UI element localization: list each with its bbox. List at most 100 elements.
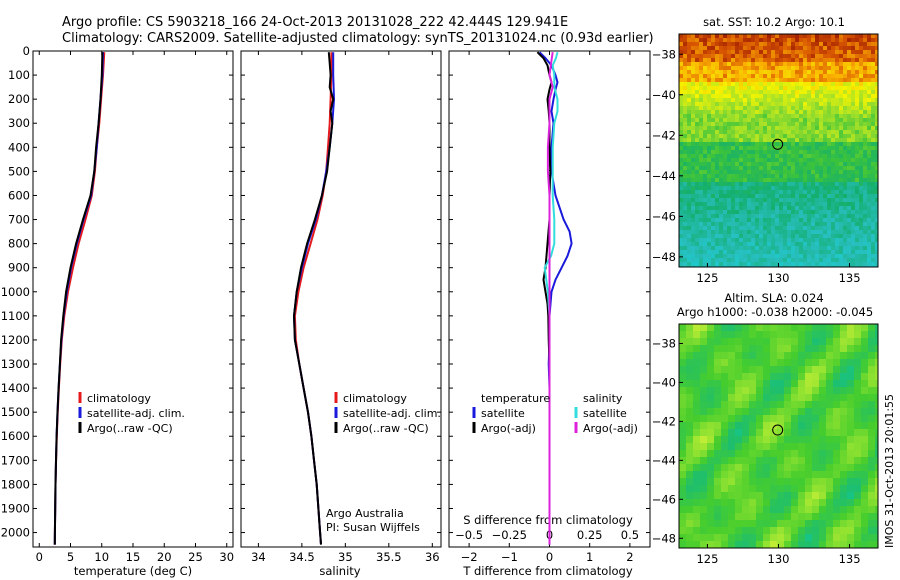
heatmap-cell xyxy=(847,90,852,95)
heatmap-cell xyxy=(711,178,716,183)
heatmap-cell xyxy=(779,206,784,211)
heatmap-cell xyxy=(807,82,812,87)
heatmap-cell xyxy=(687,106,692,111)
heatmap-cell xyxy=(751,106,756,111)
heatmap-cell xyxy=(742,422,750,430)
heatmap-cell xyxy=(693,408,701,416)
temperature-xlabel: temperature (deg C) xyxy=(74,564,192,578)
heatmap-cell xyxy=(715,110,720,115)
heatmap-cell xyxy=(775,150,780,155)
heatmap-cell xyxy=(775,178,780,183)
heatmap-cell xyxy=(775,154,780,159)
heatmap-cell xyxy=(847,178,852,183)
heatmap-cell xyxy=(803,214,808,219)
heatmap-cell xyxy=(863,138,868,143)
heatmap-cell xyxy=(833,415,841,423)
heatmap-cell xyxy=(871,258,876,263)
heatmap-cell xyxy=(803,138,808,143)
heatmap-cell xyxy=(731,182,736,187)
heatmap-cell xyxy=(719,90,724,95)
heatmap-cell xyxy=(861,373,869,381)
heatmap-cell xyxy=(747,50,752,55)
heatmap-cell xyxy=(727,134,732,139)
heatmap-cell xyxy=(686,359,694,367)
heatmap-cell xyxy=(871,94,876,99)
heatmap-cell xyxy=(756,499,764,507)
heatmap-cell xyxy=(799,226,804,231)
heatmap-cell xyxy=(731,174,736,179)
salinity-xtick-label: 34.5 xyxy=(289,550,315,564)
heatmap-cell xyxy=(739,114,744,119)
heatmap-cell xyxy=(795,42,800,47)
heatmap-cell xyxy=(679,142,684,147)
heatmap-cell xyxy=(728,436,736,444)
heatmap-cell xyxy=(687,254,692,259)
heatmap-cell xyxy=(699,54,704,59)
heatmap-cell xyxy=(755,218,760,223)
heatmap-cell xyxy=(739,102,744,107)
heatmap-cell xyxy=(727,246,732,251)
heatmap-cell xyxy=(755,74,760,79)
heatmap-cell xyxy=(728,380,736,388)
heatmap-cell xyxy=(711,190,716,195)
heatmap-cell xyxy=(861,436,869,444)
heatmap-cell xyxy=(863,202,868,207)
heatmap-cell xyxy=(791,50,796,55)
heatmap-cell xyxy=(855,78,860,83)
heatmap-cell xyxy=(803,178,808,183)
heatmap-cell xyxy=(835,126,840,131)
heatmap-cell xyxy=(735,130,740,135)
heatmap-cell xyxy=(755,62,760,67)
heatmap-cell xyxy=(835,110,840,115)
heatmap-cell xyxy=(749,485,757,493)
heatmap-cell xyxy=(791,54,796,59)
heatmap-cell xyxy=(855,206,860,211)
heatmap-cell xyxy=(693,338,701,346)
heatmap-cell xyxy=(727,34,732,39)
heatmap-cell xyxy=(700,541,708,548)
heatmap-cell xyxy=(714,429,722,437)
heatmap-cell xyxy=(843,218,848,223)
heatmap-cell xyxy=(783,102,788,107)
heatmap-cell xyxy=(803,158,808,163)
heatmap-cell xyxy=(827,106,832,111)
heatmap-cell xyxy=(691,74,696,79)
heatmap-cell xyxy=(799,238,804,243)
heatmap-cell xyxy=(840,345,848,353)
heatmap-cell xyxy=(826,338,834,346)
heatmap-cell xyxy=(739,50,744,55)
heatmap-cell xyxy=(807,226,812,231)
heatmap-cell xyxy=(723,174,728,179)
heatmap-cell xyxy=(715,46,720,51)
heatmap-cell xyxy=(875,258,878,263)
heatmap-cell xyxy=(731,54,736,59)
heatmap-cell xyxy=(735,534,743,542)
heatmap-cell xyxy=(699,98,704,103)
heatmap-cell xyxy=(819,242,824,247)
heatmap-cell xyxy=(819,82,824,87)
heatmap-cell xyxy=(783,78,788,83)
heatmap-cell xyxy=(707,174,712,179)
heatmap-cell xyxy=(700,345,708,353)
heatmap-cell xyxy=(771,194,776,199)
heatmap-cell xyxy=(723,126,728,131)
heatmap-cell xyxy=(812,478,820,486)
heatmap-cell xyxy=(831,138,836,143)
heatmap-cell xyxy=(855,214,860,219)
heatmap-cell xyxy=(755,242,760,247)
heatmap-cell xyxy=(727,106,732,111)
heatmap-cell xyxy=(875,106,878,111)
depth-tick-label: 700 xyxy=(8,213,30,227)
heatmap-cell xyxy=(756,394,764,402)
heatmap-cell xyxy=(847,202,852,207)
heatmap-cell xyxy=(867,86,872,91)
heatmap-cell xyxy=(739,82,744,87)
heatmap-cell xyxy=(784,387,792,395)
heatmap-cell xyxy=(711,194,716,199)
heatmap-cell xyxy=(867,198,872,203)
heatmap-cell xyxy=(755,78,760,83)
heatmap-cell xyxy=(687,230,692,235)
heatmap-cell xyxy=(695,158,700,163)
heatmap-cell xyxy=(695,86,700,91)
heatmap-cell xyxy=(739,46,744,51)
